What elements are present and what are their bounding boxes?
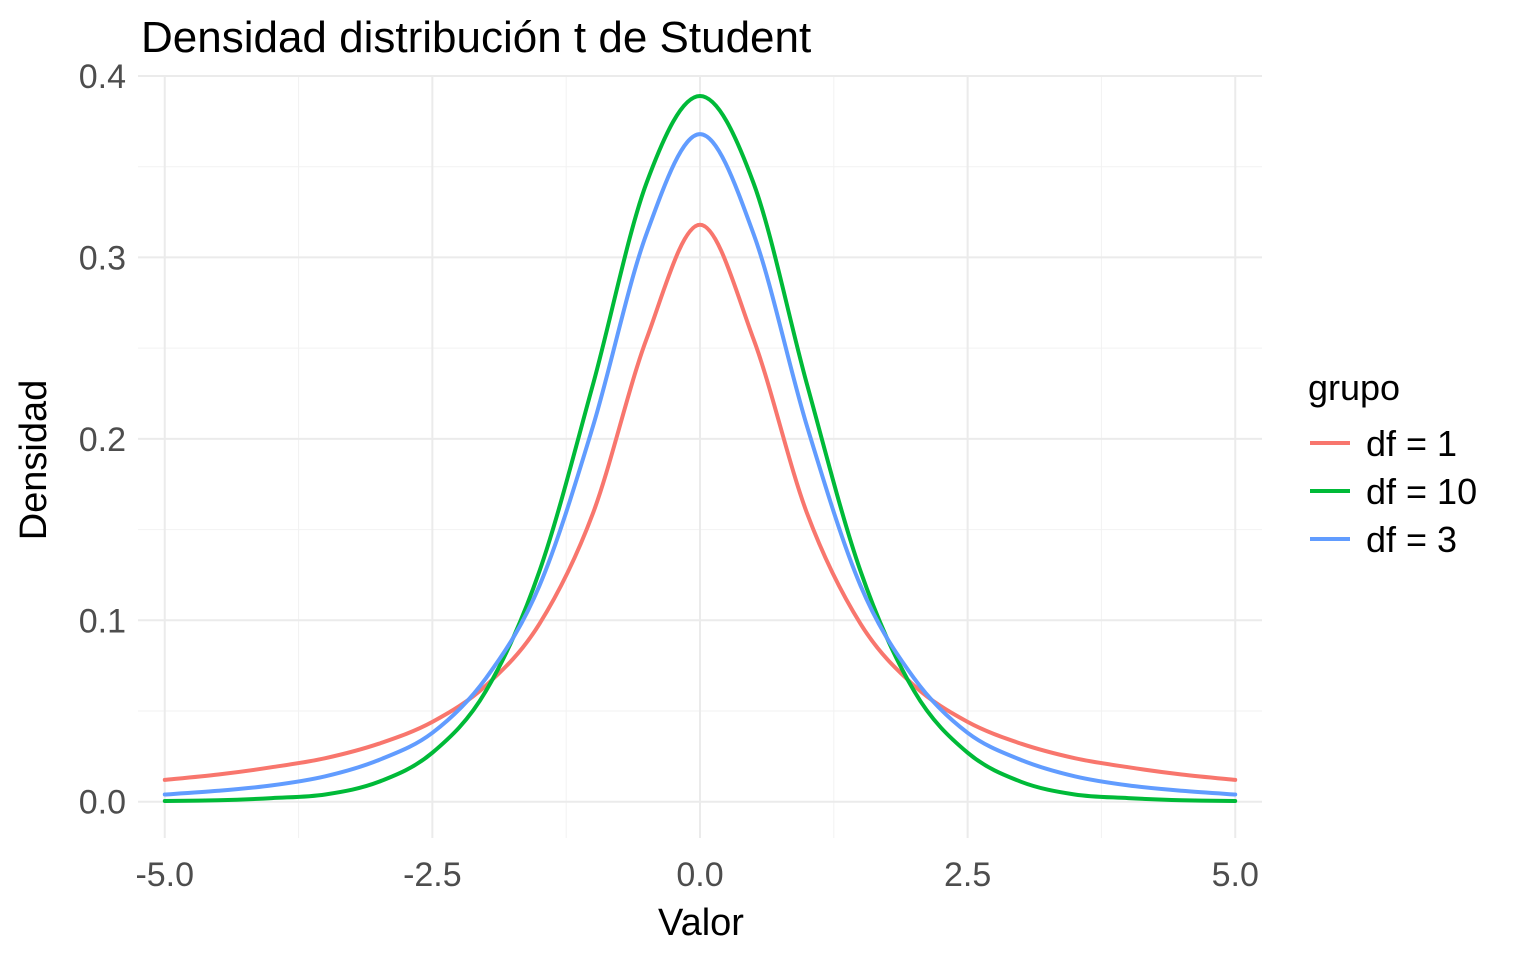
y-tick-label: 0.1 <box>79 602 126 640</box>
legend-label-1: df = 10 <box>1366 471 1477 512</box>
y-tick-label: 0.0 <box>79 784 126 822</box>
y-axis-tick-labels: 0.0 0.1 0.2 0.3 0.4 <box>79 58 126 822</box>
legend-items: df = 1 df = 10 df = 3 <box>1310 423 1477 560</box>
series-line-0 <box>162 222 1238 782</box>
legend-label-0: df = 1 <box>1366 423 1457 464</box>
y-axis-title: Densidad <box>13 380 55 541</box>
series-line-2 <box>162 132 1238 797</box>
legend-title: grupo <box>1308 367 1400 408</box>
series-lines <box>162 94 1238 803</box>
x-axis-title: Valor <box>658 902 744 944</box>
x-tick-label: 0.0 <box>676 856 723 894</box>
major-gridlines <box>138 75 1262 838</box>
y-tick-label: 0.2 <box>79 421 126 459</box>
chart-title: Densidad distribución t de Student <box>141 13 811 62</box>
legend: grupo df = 1 df = 10 df = 3 <box>1308 367 1477 560</box>
y-tick-label: 0.4 <box>79 58 126 96</box>
x-axis-tick-labels: -5.0 -2.5 0.0 2.5 5.0 <box>135 856 1258 894</box>
x-tick-label: 5.0 <box>1212 856 1259 894</box>
x-tick-label: 2.5 <box>944 856 991 894</box>
x-tick-label: -5.0 <box>135 856 194 894</box>
series-line-1 <box>162 94 1238 803</box>
legend-label-2: df = 3 <box>1366 519 1457 560</box>
y-tick-label: 0.3 <box>79 239 126 277</box>
x-tick-label: -2.5 <box>403 856 462 894</box>
